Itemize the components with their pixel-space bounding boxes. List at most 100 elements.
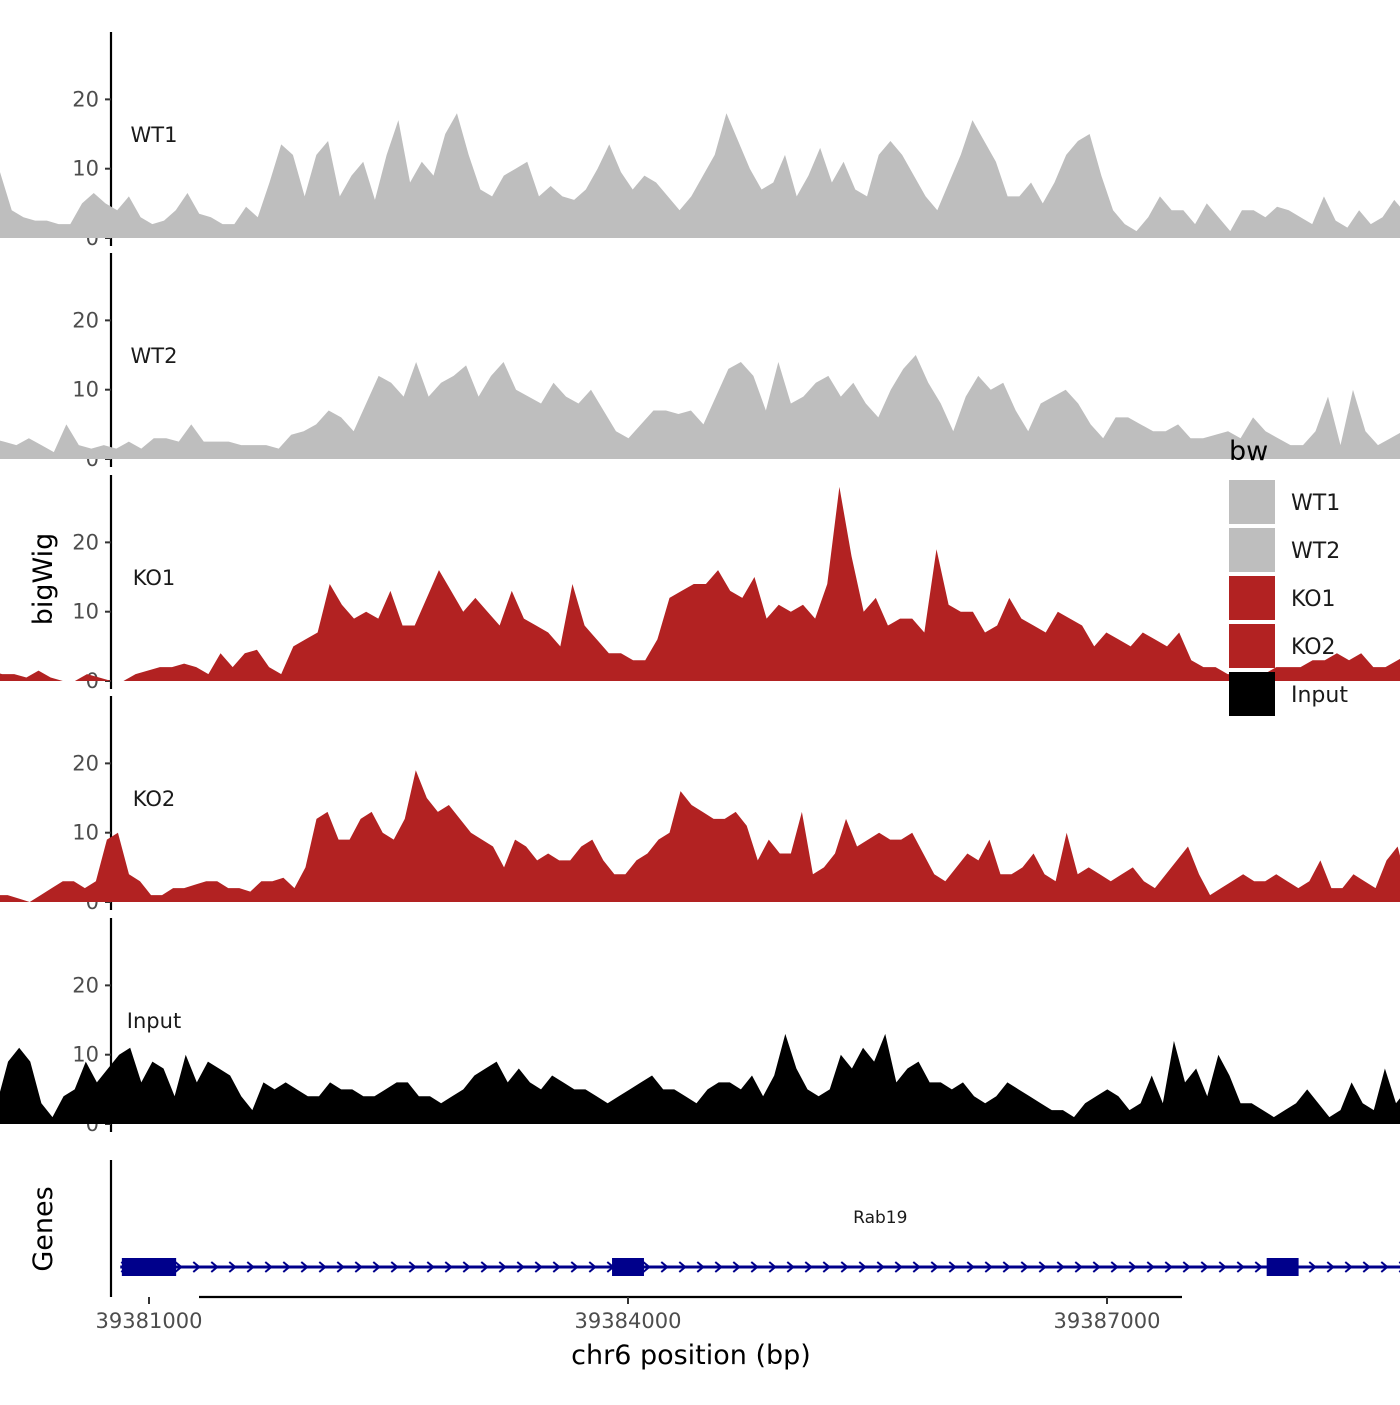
y-axis-title: bigWig (28, 533, 59, 626)
strand-arrow (246, 1261, 255, 1273)
signal-area-wt2 (0, 355, 1400, 459)
track-input: 01020Input (0, 918, 1400, 1136)
y-tick-label: 10 (72, 821, 99, 845)
gene-exon (121, 1258, 177, 1276)
strand-arrow (1200, 1261, 1209, 1273)
gene-panel: Rab19 (109, 1160, 1400, 1297)
strand-arrow (336, 1261, 345, 1273)
signal-area-input (0, 1033, 1400, 1124)
strand-arrow (642, 1261, 651, 1273)
strand-arrow (408, 1261, 417, 1273)
strand-arrow (534, 1261, 543, 1273)
strand-arrow (444, 1261, 453, 1273)
y-tick-label: 20 (72, 87, 99, 111)
strand-arrow (1038, 1261, 1047, 1273)
strand-arrow (1074, 1261, 1083, 1273)
strand-arrow (1164, 1261, 1173, 1273)
strand-arrow (930, 1261, 939, 1273)
legend-swatch (1229, 576, 1275, 620)
y-tick-label: 10 (72, 600, 99, 624)
track-label: WT2 (131, 344, 178, 368)
track-wt1: 01020WT1 (0, 32, 1400, 250)
strand-arrow (966, 1261, 975, 1273)
strand-arrow (174, 1261, 183, 1273)
legend-item-input: Input (1229, 672, 1348, 716)
genes-axis-title: Genes (28, 1186, 59, 1271)
strand-arrow (300, 1261, 309, 1273)
strand-arrow (1362, 1261, 1371, 1273)
strand-arrow (948, 1261, 957, 1273)
gene-exon (1266, 1258, 1299, 1276)
legend-item-ko2: KO2 (1229, 624, 1336, 668)
strand-arrow (1110, 1261, 1119, 1273)
strand-arrow (876, 1261, 885, 1273)
legend-swatch (1229, 480, 1275, 524)
strand-arrow (750, 1261, 759, 1273)
strand-arrow (282, 1261, 291, 1273)
y-tick-label: 20 (72, 751, 99, 775)
y-tick-label: 20 (72, 308, 99, 332)
strand-arrow (480, 1261, 489, 1273)
strand-arrow (660, 1261, 669, 1273)
x-tick-label: 39384000 (575, 1309, 682, 1333)
strand-arrow (516, 1261, 525, 1273)
strand-arrow (588, 1261, 597, 1273)
strand-arrow (894, 1261, 903, 1273)
legend-swatch (1229, 672, 1275, 716)
strand-arrow (1146, 1261, 1155, 1273)
strand-arrow (426, 1261, 435, 1273)
legend-label: KO2 (1291, 635, 1336, 660)
legend-label: KO1 (1291, 587, 1336, 612)
strand-arrow (1182, 1261, 1191, 1273)
legend-label: Input (1291, 683, 1348, 708)
track-label: WT1 (131, 123, 178, 147)
legend-label: WT1 (1291, 491, 1340, 516)
track-label: Input (127, 1009, 181, 1033)
x-tick-label: 39381000 (96, 1309, 203, 1333)
legend-item-wt2: WT2 (1229, 528, 1340, 572)
track-wt2: 01020WT2 (0, 253, 1400, 471)
strand-arrow (570, 1261, 579, 1273)
strand-arrow (192, 1261, 201, 1273)
legend-swatch (1229, 528, 1275, 572)
strand-arrow (840, 1261, 849, 1273)
strand-arrow (804, 1261, 813, 1273)
strand-arrow (1002, 1261, 1011, 1273)
track-label: KO2 (133, 787, 176, 811)
legend-title: bw (1229, 436, 1268, 467)
signal-area-wt1 (0, 113, 1400, 238)
track-ko2: 01020KO2 (0, 696, 1400, 914)
y-tick-label: 20 (72, 973, 99, 997)
y-tick-label: 10 (72, 157, 99, 181)
legend-item-ko1: KO1 (1229, 576, 1336, 620)
strand-arrow (912, 1261, 921, 1273)
strand-arrow (1056, 1261, 1065, 1273)
strand-arrow (786, 1261, 795, 1273)
signal-area-ko2 (0, 770, 1400, 902)
strand-arrow (1380, 1261, 1389, 1273)
strand-arrow (858, 1261, 867, 1273)
track-ko1: 01020KO1 (0, 475, 1400, 693)
strand-arrow (264, 1261, 273, 1273)
gene-label: Rab19 (853, 1208, 907, 1228)
strand-arrow (1326, 1261, 1335, 1273)
strand-arrow (1020, 1261, 1029, 1273)
y-tick-label: 20 (72, 530, 99, 554)
strand-arrow (372, 1261, 381, 1273)
strand-arrow (696, 1261, 705, 1273)
strand-arrow (732, 1261, 741, 1273)
strand-arrow (1308, 1261, 1317, 1273)
x-tick-label: 39387000 (1054, 1309, 1161, 1333)
strand-arrow (390, 1261, 399, 1273)
strand-arrow (228, 1261, 237, 1273)
legend: bw WT1 WT2 KO1 KO2 Input (1229, 436, 1348, 716)
strand-arrow (678, 1261, 687, 1273)
gene-rab19: Rab19 (120, 1208, 1400, 1276)
strand-arrow (714, 1261, 723, 1273)
strand-arrow (768, 1261, 777, 1273)
strand-arrow (1236, 1261, 1245, 1273)
strand-arrow (822, 1261, 831, 1273)
strand-arrow (1128, 1261, 1137, 1273)
